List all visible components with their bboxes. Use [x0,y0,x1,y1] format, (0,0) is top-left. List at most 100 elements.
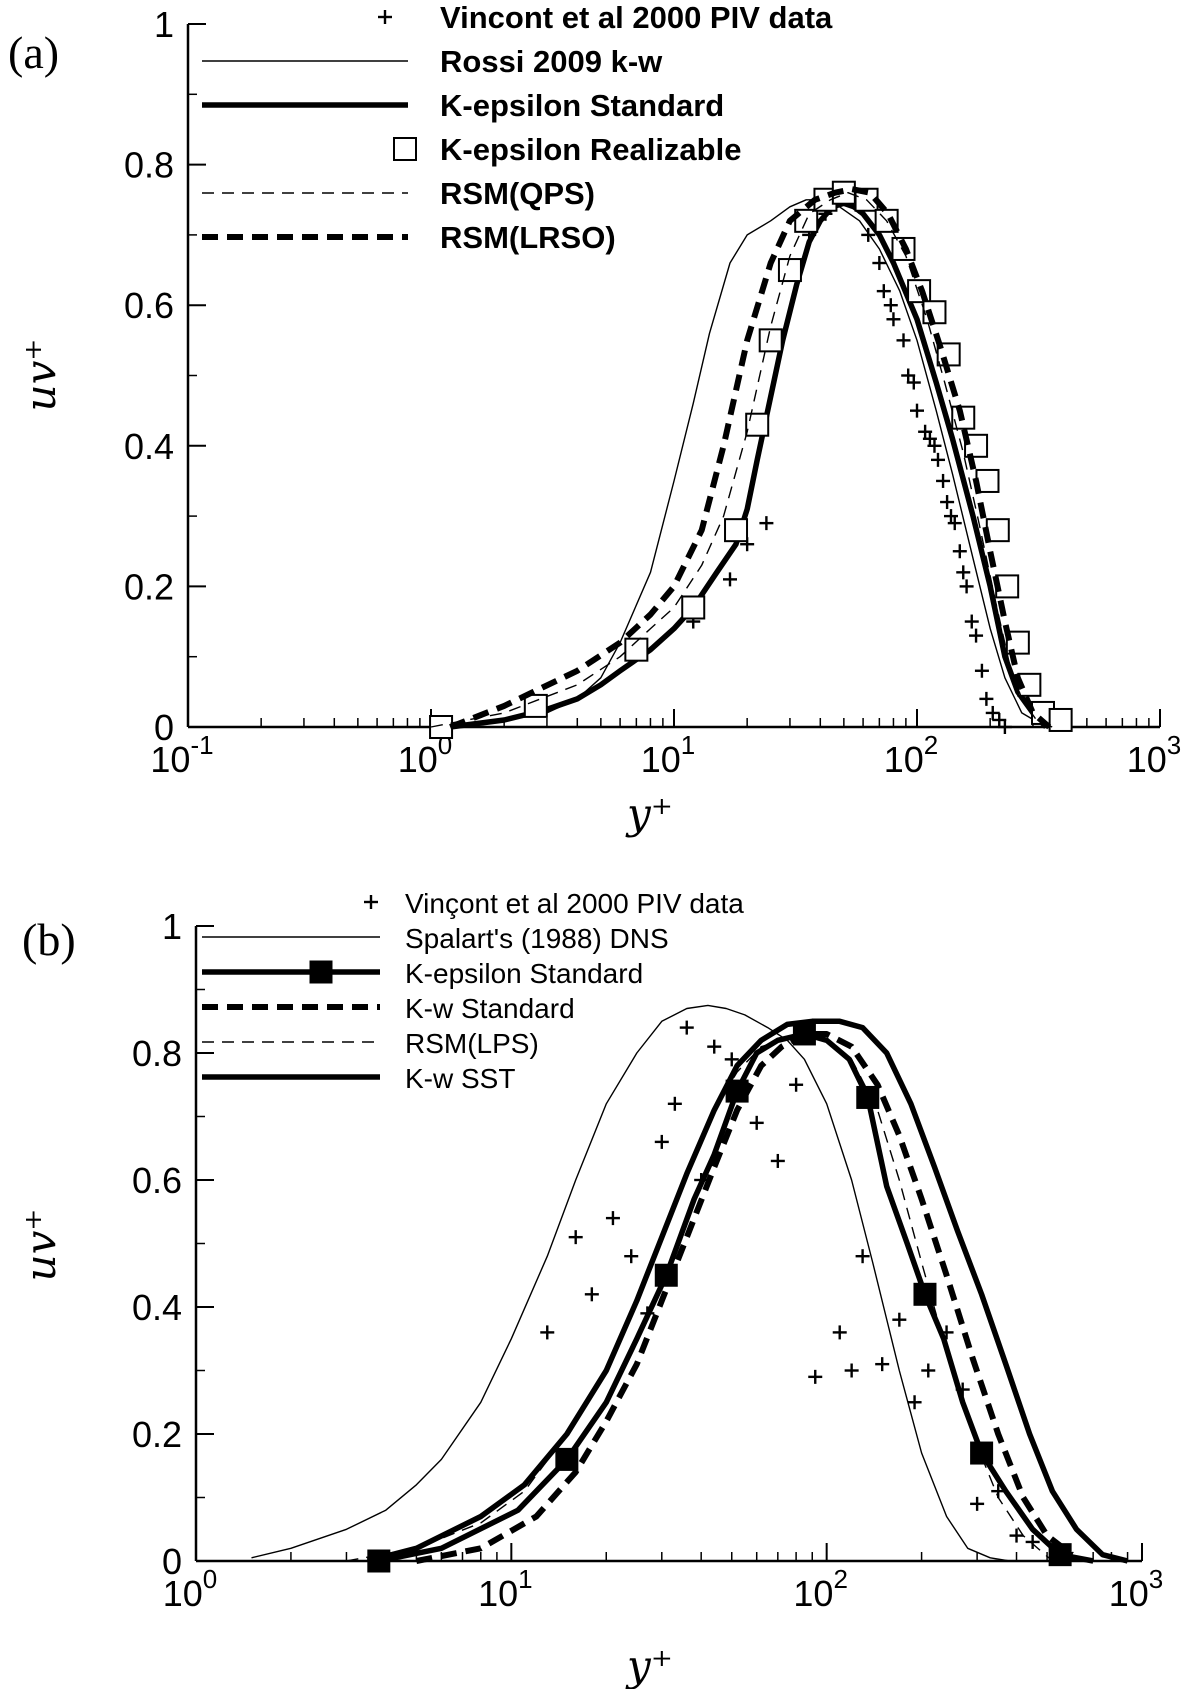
panel-b-chart: 100 101 102 103 0 0.2 0.4 0.6 0.8 1 Vinçont et al … [16,888,1163,1689]
legend-label: K-epsilon Standard [440,88,724,123]
data-point [749,1115,764,1130]
data-point [770,1153,785,1168]
data-point [679,1020,694,1035]
data-point [1048,707,1073,732]
x-tick-label: 101 [478,1564,533,1614]
data-point [964,433,989,458]
x-axis-label: y⁺ [625,789,673,838]
data-point [892,1312,907,1327]
data-point [844,1363,859,1378]
data-point [584,1287,599,1302]
data-point [956,565,971,580]
x-tick-label: 102 [793,1564,848,1614]
panel-label: (b) [22,914,76,965]
legend-label: K-w Standard [405,993,575,1024]
data-point [969,628,984,643]
legend-marker [309,960,333,984]
data-point [808,1369,823,1384]
data-point [1005,630,1030,655]
y-tick-label: 0.2 [124,566,174,607]
data-point [745,412,770,437]
data-point [927,438,942,453]
data-point [759,516,774,531]
data-point [974,663,989,678]
data-point [907,1395,922,1410]
data-point [624,1249,639,1264]
legend-label: Rossi 2009 k-w [440,44,663,79]
legend-label: Spalart's (1988) DNS [405,923,669,954]
data-point [992,712,1007,727]
series-line [251,1004,1010,1562]
data-point [540,1325,555,1340]
data-point [970,1441,994,1465]
data-point [1009,1528,1024,1543]
data-point [876,284,891,299]
data-point [979,691,994,706]
data-point [930,452,945,467]
legend-marker [364,895,378,909]
data-point [970,1496,985,1511]
legend-label: K-w SST [405,1063,515,1094]
y-tick-label: 0.4 [124,426,174,467]
x-axis-label: y⁺ [625,1641,673,1689]
x-tick-label: 10-1 [150,730,213,780]
y-tick-label: 0.8 [124,145,174,186]
data-point [906,375,921,390]
data-point [1025,1534,1040,1549]
data-point [568,1230,583,1245]
y-tick-label: 0 [154,707,174,748]
series-line [366,1018,1129,1564]
y-axis-label: uv⁺ [16,1209,65,1282]
data-point [758,328,783,353]
x-tick-label: 103 [1127,730,1182,780]
data-point [922,431,937,446]
data-point [777,258,802,283]
data-point [910,403,924,418]
y-tick-label: 0.6 [132,1160,182,1201]
data-point [856,1085,880,1109]
legend-label: K-epsilon Standard [405,958,643,989]
series-line [449,200,1049,730]
legend-label: RSM(QPS) [440,176,595,211]
data-point [832,1325,847,1340]
y-tick-label: 0.2 [132,1414,182,1455]
series-line [430,199,1056,728]
x-tick-label: 102 [884,730,939,780]
data-point [952,544,967,559]
data-point [901,368,916,383]
x-tick-label: 101 [641,730,696,780]
data-point [654,1134,669,1149]
data-point [883,298,898,313]
y-tick-label: 1 [162,906,182,947]
data-point [789,1077,804,1092]
data-point [667,1096,682,1111]
data-point [940,495,955,510]
data-point [985,705,1000,720]
series-line [449,186,1052,730]
series-line [346,1033,1053,1562]
y-tick-label: 0.8 [132,1033,182,1074]
y-axis-label: uv⁺ [16,339,65,412]
data-point [943,509,958,524]
data-point [555,1447,579,1471]
data-point [875,1357,890,1372]
series-line [415,1031,1074,1564]
legend-marker [378,10,392,24]
legend-label: RSM(LRSO) [440,220,616,255]
data-point [855,1249,870,1264]
data-point [624,637,649,662]
y-tick-label: 0.6 [124,285,174,326]
legend-label: Vincont et al 2000 PIV data [440,0,833,35]
legend-marker [393,137,417,161]
data-point [997,720,1012,734]
data-point [959,579,974,594]
series-line [430,191,1053,728]
data-point [936,473,951,488]
data-point [724,518,749,543]
legend-label: RSM(LPS) [405,1028,539,1059]
data-point [947,516,962,531]
y-tick-label: 0.4 [132,1287,182,1328]
data-point [896,333,911,348]
